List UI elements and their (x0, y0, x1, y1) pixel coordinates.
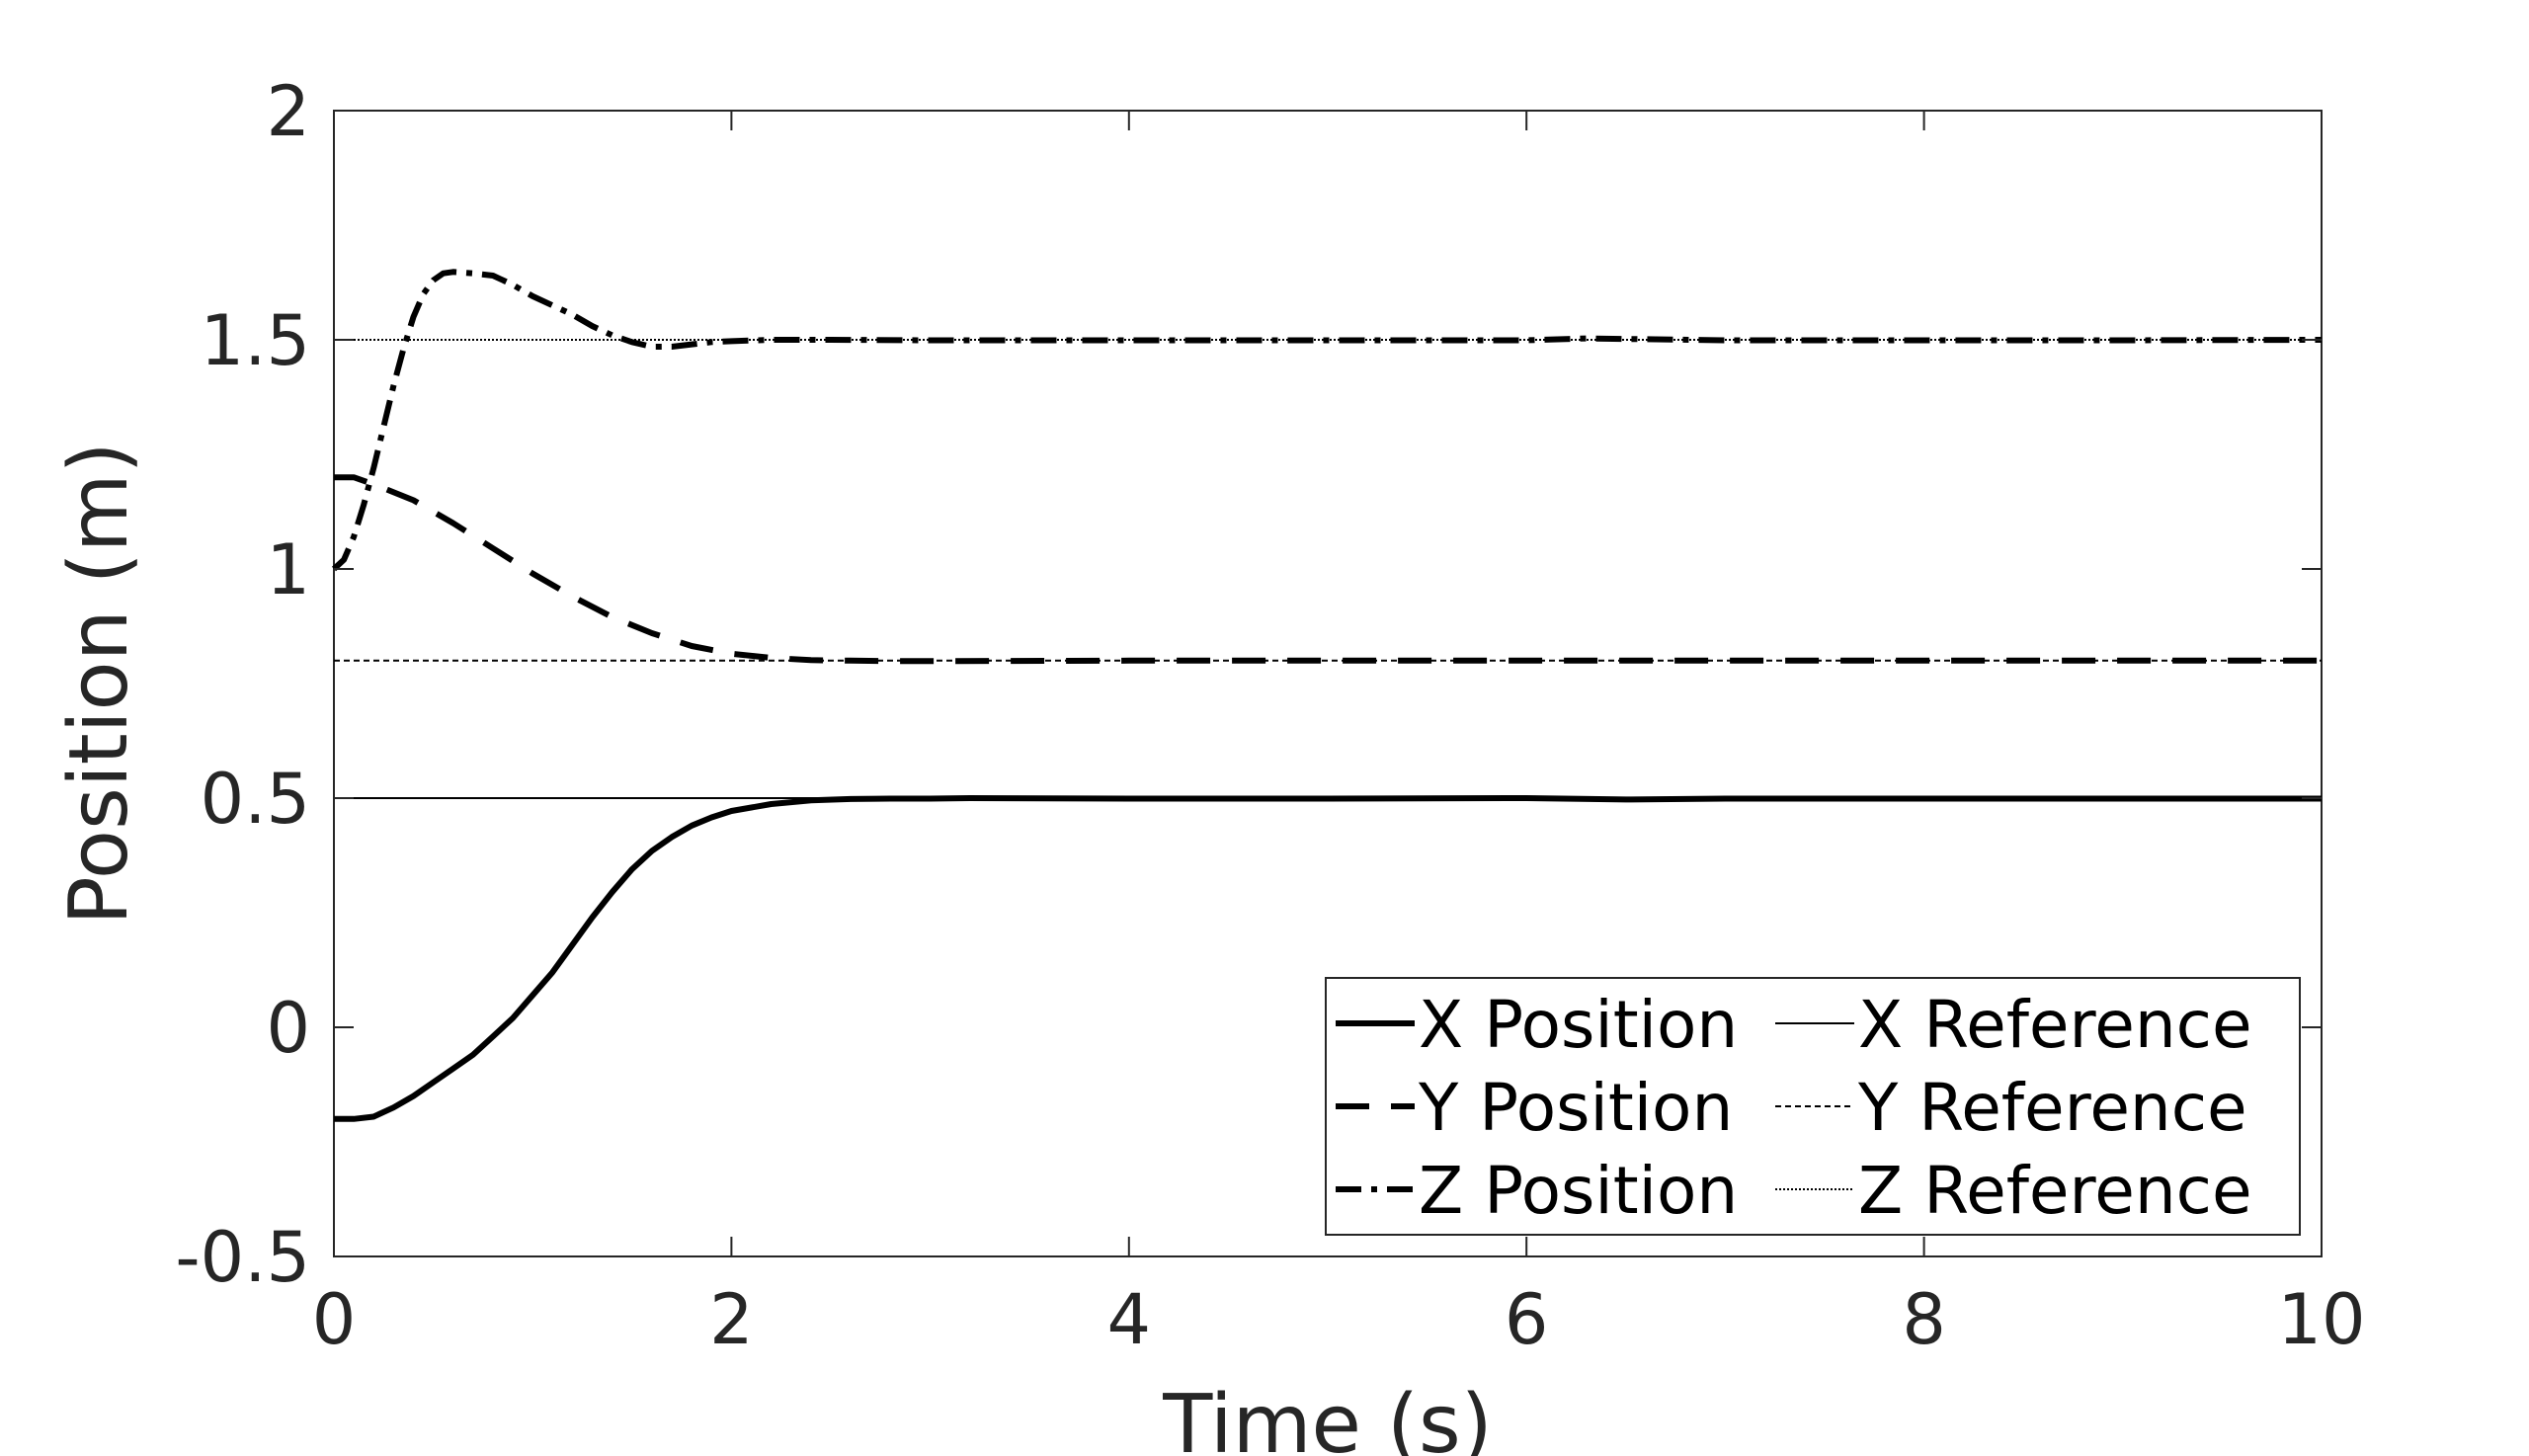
y-tick-label: 1.5 (201, 300, 310, 381)
x-tick-label: 4 (1107, 1279, 1152, 1360)
legend-entry-label: Y Position (1418, 1070, 1733, 1146)
x-tick-label: 6 (1505, 1279, 1549, 1360)
y-tick-label: 0.5 (201, 759, 310, 840)
legend-entry-label: X Reference (1858, 987, 2252, 1063)
legend-entry-label: X Position (1419, 987, 1738, 1063)
x-tick-label: 10 (2277, 1279, 2365, 1360)
series-layer (331, 269, 2323, 1122)
y-tick-label: 1 (266, 529, 310, 610)
legend-box (1325, 977, 2301, 1236)
legend-entry-label: Z Reference (1858, 1153, 2252, 1229)
ticks-layer: 0 2 4 6 8 10-0.500.511.52 (175, 71, 2365, 1360)
series-line-x-position (334, 795, 2322, 1122)
legend-entry-label: Z Position (1419, 1153, 1738, 1229)
x-axis-label: Time (s) (1162, 1378, 1492, 1456)
y-tick-label: -0.5 (175, 1217, 310, 1298)
legend-entry-label: Y Reference (1857, 1070, 2247, 1146)
y-tick-label: 0 (266, 988, 310, 1069)
series-line-z-position (331, 269, 2323, 572)
y-tick-label: 2 (266, 71, 310, 152)
x-tick-label: 2 (709, 1279, 754, 1360)
y-axis-label: Position (m) (52, 442, 146, 925)
series-line-y-position (334, 474, 2322, 665)
x-tick-label: 0 (312, 1279, 357, 1360)
x-tick-label: 8 (1902, 1279, 1946, 1360)
